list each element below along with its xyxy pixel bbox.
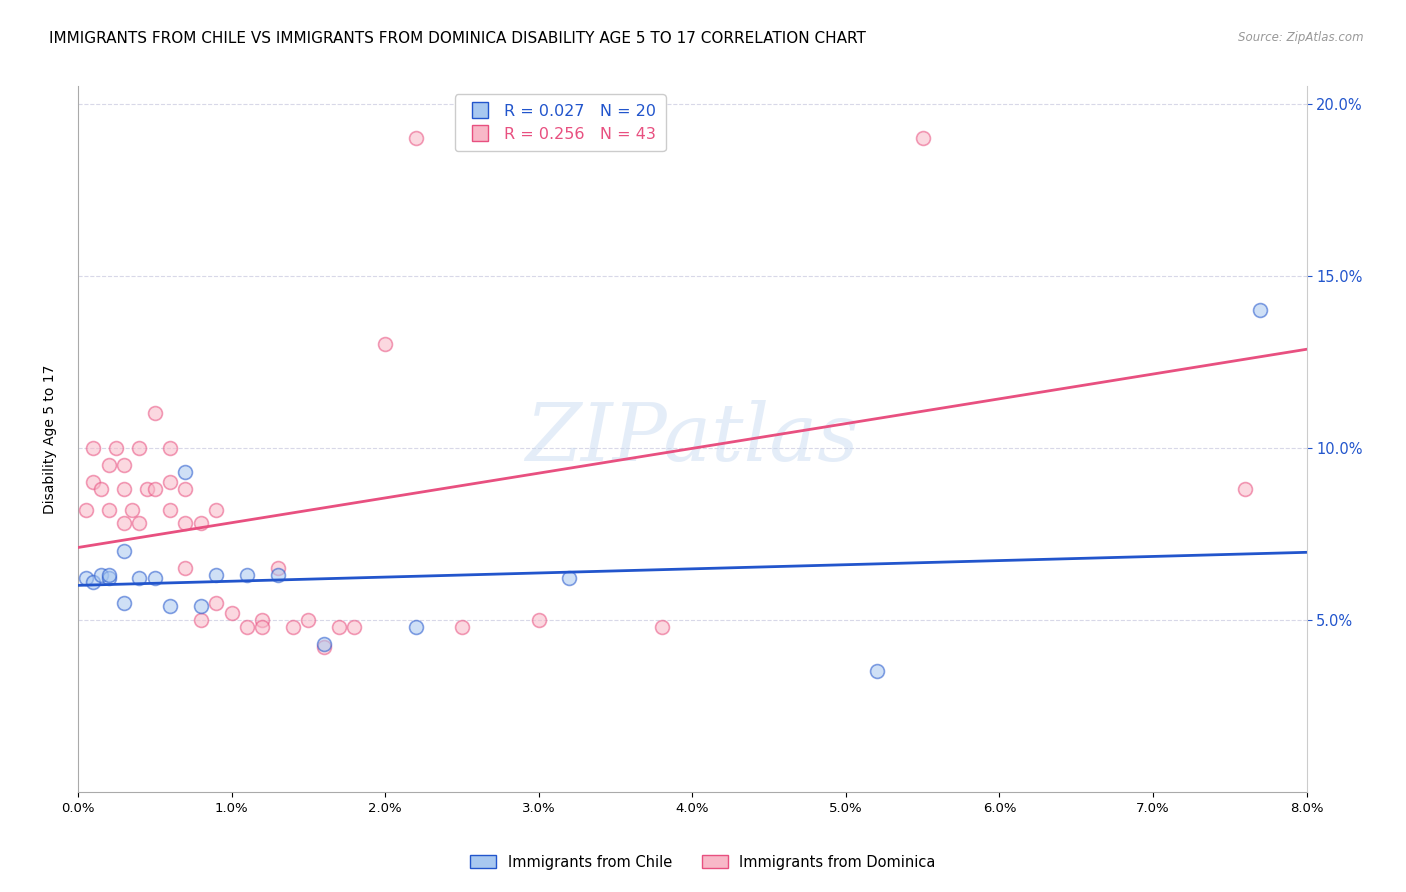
Point: [136, 482, 159, 496]
Point: [143, 572, 166, 586]
Point: [159, 475, 181, 489]
Point: [252, 620, 274, 634]
Point: [312, 640, 335, 655]
Point: [159, 502, 181, 516]
Point: [174, 516, 197, 531]
Point: [174, 465, 197, 479]
Point: [105, 441, 128, 455]
Point: [112, 544, 135, 558]
Point: [90, 568, 112, 582]
Point: [112, 596, 135, 610]
Point: [190, 516, 212, 531]
Point: [328, 620, 350, 634]
Point: [558, 572, 581, 586]
Point: [252, 613, 274, 627]
Point: [143, 406, 166, 420]
Point: [112, 516, 135, 531]
Point: [343, 620, 366, 634]
Point: [128, 516, 150, 531]
Legend: R = 0.027   N = 20, R = 0.256   N = 43: R = 0.027 N = 20, R = 0.256 N = 43: [454, 95, 665, 152]
Point: [205, 596, 228, 610]
Point: [527, 613, 550, 627]
Point: [128, 441, 150, 455]
Point: [159, 599, 181, 613]
Point: [297, 613, 319, 627]
Point: [190, 599, 212, 613]
Point: [97, 572, 120, 586]
Point: [75, 502, 97, 516]
Point: [205, 502, 228, 516]
Legend: Immigrants from Chile, Immigrants from Dominica: Immigrants from Chile, Immigrants from D…: [464, 849, 942, 876]
Text: IMMIGRANTS FROM CHILE VS IMMIGRANTS FROM DOMINICA DISABILITY AGE 5 TO 17 CORRELA: IMMIGRANTS FROM CHILE VS IMMIGRANTS FROM…: [49, 31, 866, 46]
Point: [405, 131, 427, 145]
Point: [82, 574, 104, 589]
Point: [651, 620, 673, 634]
Point: [174, 561, 197, 575]
Point: [374, 337, 396, 351]
Point: [1234, 482, 1257, 496]
Text: ZIPatlas: ZIPatlas: [526, 401, 859, 478]
Point: [236, 568, 259, 582]
Point: [266, 561, 288, 575]
Point: [97, 502, 120, 516]
Point: [190, 613, 212, 627]
Point: [97, 458, 120, 472]
Point: [90, 482, 112, 496]
Point: [451, 620, 474, 634]
Point: [159, 441, 181, 455]
Point: [112, 458, 135, 472]
Point: [911, 131, 934, 145]
Point: [97, 568, 120, 582]
Point: [405, 620, 427, 634]
Point: [121, 502, 143, 516]
Point: [75, 572, 97, 586]
Point: [82, 475, 104, 489]
Point: [865, 665, 887, 679]
Point: [236, 620, 259, 634]
Point: [312, 637, 335, 651]
Point: [82, 441, 104, 455]
Text: Source: ZipAtlas.com: Source: ZipAtlas.com: [1239, 31, 1364, 45]
Point: [128, 572, 150, 586]
Point: [221, 606, 243, 620]
Point: [205, 568, 228, 582]
Y-axis label: Disability Age 5 to 17: Disability Age 5 to 17: [44, 365, 58, 514]
Point: [143, 482, 166, 496]
Point: [112, 482, 135, 496]
Point: [1249, 303, 1271, 318]
Point: [266, 568, 288, 582]
Point: [281, 620, 304, 634]
Point: [174, 482, 197, 496]
